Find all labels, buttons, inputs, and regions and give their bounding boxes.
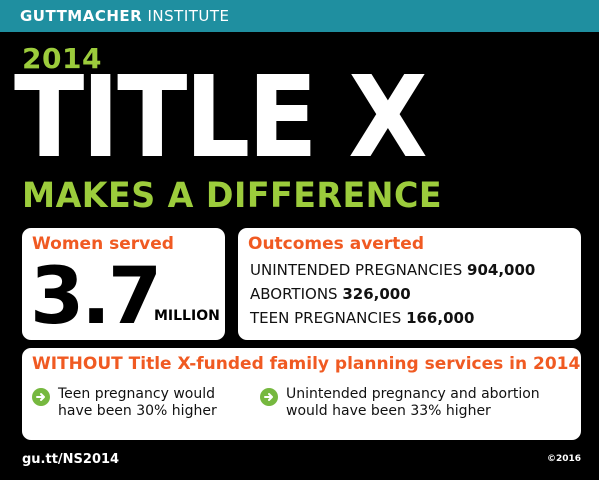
main-title: TITLE X (14, 53, 428, 183)
outcome-row-unintended: UNINTENDED PREGNANCIES 904,000 (250, 261, 535, 279)
copyright-year: ©2016 (546, 454, 581, 464)
outcomes-heading: Outcomes averted (248, 234, 425, 254)
footer-link[interactable]: gu.tt/NS2014 (22, 452, 120, 467)
teen-pregnancy-point: Teen pregnancy would have been 30% highe… (32, 386, 257, 420)
outcome-value: 904,000 (467, 261, 536, 279)
outcome-row-abortions: ABORTIONS 326,000 (250, 285, 411, 303)
brand-logo: GUTTMACHER INSTITUTE (20, 7, 230, 25)
women-served-card: Women served 3.7 MILLION (22, 228, 225, 340)
brand-bold: GUTTMACHER (20, 7, 143, 25)
outcome-label: TEEN PREGNANCIES (250, 309, 402, 327)
arrow-right-circle-icon (260, 388, 278, 406)
point-text: Teen pregnancy would have been 30% highe… (58, 386, 217, 419)
arrow-right-circle-icon (32, 388, 50, 406)
unintended-pregnancy-point: Unintended pregnancy and abortion would … (260, 386, 575, 420)
subtitle: MAKES A DIFFERENCE (22, 176, 443, 216)
year-label: 2014 (22, 42, 102, 75)
brand-light: INSTITUTE (147, 7, 230, 25)
outcome-label: UNINTENDED PREGNANCIES (250, 261, 463, 279)
outcome-row-teen: TEEN PREGNANCIES 166,000 (250, 309, 474, 327)
top-banner: GUTTMACHER INSTITUTE (0, 0, 599, 32)
outcome-value: 166,000 (406, 309, 475, 327)
point-text: Unintended pregnancy and abortion would … (286, 386, 540, 419)
without-title-x-card: WITHOUT Title X-funded family planning s… (22, 348, 581, 440)
women-served-heading: Women served (32, 234, 174, 254)
without-heading: WITHOUT Title X-funded family planning s… (32, 354, 581, 374)
outcome-value: 326,000 (342, 285, 411, 303)
outcomes-averted-card: Outcomes averted UNINTENDED PREGNANCIES … (238, 228, 581, 340)
women-served-number: 3.7 (30, 252, 162, 342)
outcome-label: ABORTIONS (250, 285, 338, 303)
women-served-unit: MILLION (154, 308, 220, 324)
